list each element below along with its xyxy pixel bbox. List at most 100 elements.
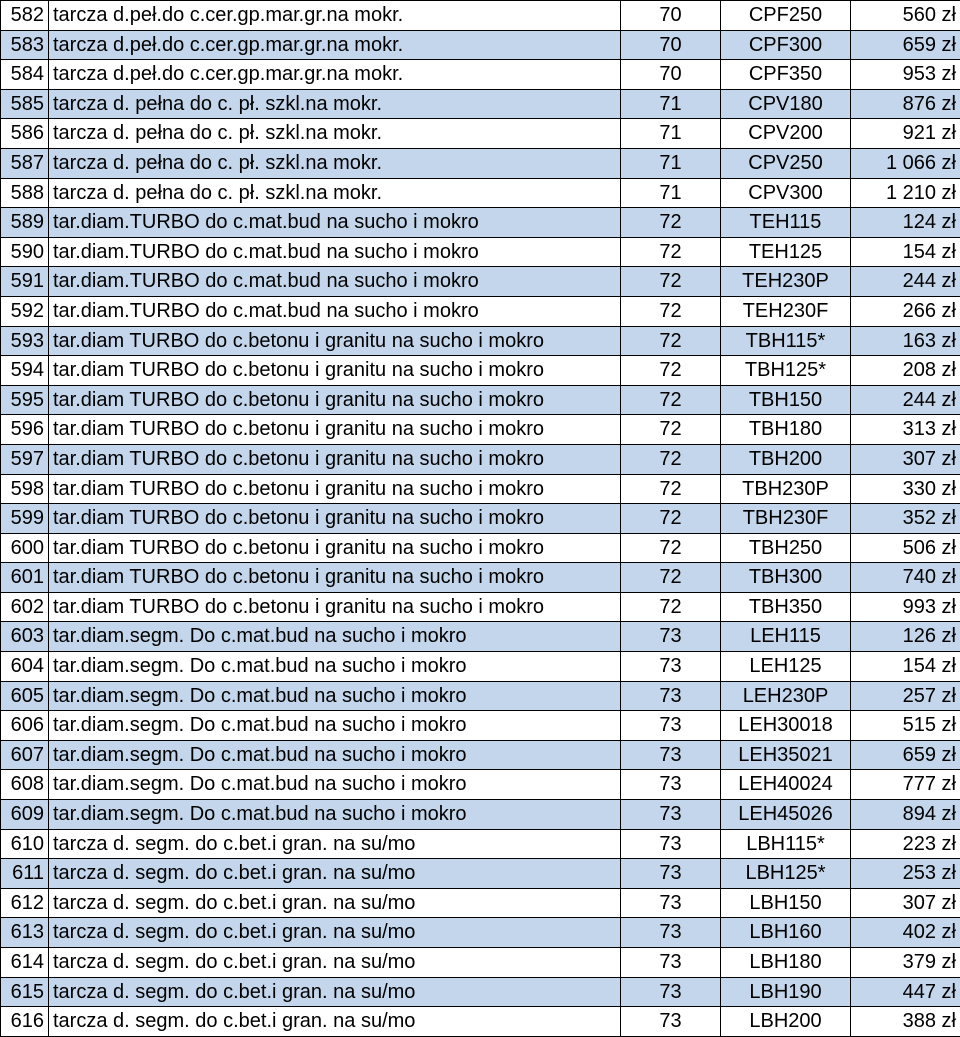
cell-code1: 71 [621, 89, 721, 119]
cell-price: 876 zł [851, 89, 960, 119]
cell-desc: tarcza d. pełna do c. pł. szkl.na mokr. [49, 148, 621, 178]
cell-code2: LEH115 [721, 622, 851, 652]
cell-desc: tarcza d. segm. do c.bet.i gran. na su/m… [49, 977, 621, 1007]
cell-num: 599 [1, 504, 49, 534]
cell-desc: tar.diam TURBO do c.betonu i granitu na … [49, 563, 621, 593]
cell-code1: 73 [621, 652, 721, 682]
cell-code1: 73 [621, 681, 721, 711]
table-row: 598tar.diam TURBO do c.betonu i granitu … [1, 474, 960, 504]
cell-code2: TBH250 [721, 533, 851, 563]
cell-desc: tarcza d. segm. do c.bet.i gran. na su/m… [49, 859, 621, 889]
cell-desc: tar.diam TURBO do c.betonu i granitu na … [49, 444, 621, 474]
cell-desc: tar.diam.TURBO do c.mat.bud na sucho i m… [49, 267, 621, 297]
cell-code1: 73 [621, 740, 721, 770]
cell-price: 244 zł [851, 385, 960, 415]
cell-price: 1 210 zł [851, 178, 960, 208]
cell-code2: LEH230P [721, 681, 851, 711]
cell-code2: TEH230P [721, 267, 851, 297]
cell-num: 600 [1, 533, 49, 563]
cell-price: 313 zł [851, 415, 960, 445]
cell-num: 605 [1, 681, 49, 711]
cell-num: 608 [1, 770, 49, 800]
cell-num: 582 [1, 1, 49, 31]
cell-price: 257 zł [851, 681, 960, 711]
cell-code1: 72 [621, 385, 721, 415]
table-row: 600tar.diam TURBO do c.betonu i granitu … [1, 533, 960, 563]
cell-price: 379 zł [851, 948, 960, 978]
table-row: 592tar.diam.TURBO do c.mat.bud na sucho … [1, 296, 960, 326]
cell-price: 208 zł [851, 356, 960, 386]
cell-code2: LEH45026 [721, 800, 851, 830]
cell-price: 163 zł [851, 326, 960, 356]
table-row: 594tar.diam TURBO do c.betonu i granitu … [1, 356, 960, 386]
cell-price: 388 zł [851, 1007, 960, 1037]
cell-code2: CPV300 [721, 178, 851, 208]
cell-desc: tar.diam.segm. Do c.mat.bud na sucho i m… [49, 770, 621, 800]
cell-num: 604 [1, 652, 49, 682]
cell-code2: TBH230P [721, 474, 851, 504]
table-row: 584tarcza d.peł.do c.cer.gp.mar.gr.na mo… [1, 60, 960, 90]
table-row: 588tarcza d. pełna do c. pł. szkl.na mok… [1, 178, 960, 208]
cell-num: 606 [1, 711, 49, 741]
cell-code1: 70 [621, 1, 721, 31]
cell-code1: 72 [621, 563, 721, 593]
cell-code2: TEH125 [721, 237, 851, 267]
cell-desc: tarcza d. segm. do c.bet.i gran. na su/m… [49, 888, 621, 918]
cell-code2: TEH230F [721, 296, 851, 326]
cell-desc: tarcza d. pełna do c. pł. szkl.na mokr. [49, 119, 621, 149]
cell-num: 616 [1, 1007, 49, 1037]
cell-code2: TBH230F [721, 504, 851, 534]
cell-num: 601 [1, 563, 49, 593]
cell-price: 993 zł [851, 592, 960, 622]
cell-desc: tarcza d. segm. do c.bet.i gran. na su/m… [49, 829, 621, 859]
cell-desc: tar.diam TURBO do c.betonu i granitu na … [49, 356, 621, 386]
table-row: 595tar.diam TURBO do c.betonu i granitu … [1, 385, 960, 415]
cell-desc: tar.diam TURBO do c.betonu i granitu na … [49, 415, 621, 445]
cell-num: 597 [1, 444, 49, 474]
cell-price: 126 zł [851, 622, 960, 652]
cell-code1: 72 [621, 533, 721, 563]
cell-code1: 73 [621, 770, 721, 800]
cell-num: 590 [1, 237, 49, 267]
cell-num: 585 [1, 89, 49, 119]
cell-code2: CPV250 [721, 148, 851, 178]
cell-code2: CPF300 [721, 30, 851, 60]
table-row: 616tarcza d. segm. do c.bet.i gran. na s… [1, 1007, 960, 1037]
cell-code2: CPV180 [721, 89, 851, 119]
cell-price: 244 zł [851, 267, 960, 297]
table-row: 609tar.diam.segm. Do c.mat.bud na sucho … [1, 800, 960, 830]
cell-num: 602 [1, 592, 49, 622]
cell-desc: tar.diam TURBO do c.betonu i granitu na … [49, 504, 621, 534]
table-body: 582tarcza d.peł.do c.cer.gp.mar.gr.na mo… [1, 1, 960, 1037]
cell-code2: TBH115* [721, 326, 851, 356]
cell-code2: LEH35021 [721, 740, 851, 770]
cell-code1: 70 [621, 60, 721, 90]
cell-desc: tar.diam.TURBO do c.mat.bud na sucho i m… [49, 237, 621, 267]
table-row: 614tarcza d. segm. do c.bet.i gran. na s… [1, 948, 960, 978]
cell-price: 953 zł [851, 60, 960, 90]
cell-code1: 73 [621, 622, 721, 652]
cell-price: 307 zł [851, 444, 960, 474]
cell-num: 588 [1, 178, 49, 208]
table-row: 586tarcza d. pełna do c. pł. szkl.na mok… [1, 119, 960, 149]
cell-code1: 70 [621, 30, 721, 60]
cell-price: 154 zł [851, 652, 960, 682]
cell-desc: tar.diam TURBO do c.betonu i granitu na … [49, 592, 621, 622]
table-row: 601tar.diam TURBO do c.betonu i granitu … [1, 563, 960, 593]
cell-num: 598 [1, 474, 49, 504]
table-row: 596tar.diam TURBO do c.betonu i granitu … [1, 415, 960, 445]
cell-code1: 73 [621, 829, 721, 859]
cell-price: 659 zł [851, 30, 960, 60]
cell-code1: 73 [621, 1007, 721, 1037]
cell-code2: TBH350 [721, 592, 851, 622]
cell-num: 593 [1, 326, 49, 356]
cell-price: 921 zł [851, 119, 960, 149]
cell-code2: CPF250 [721, 1, 851, 31]
cell-desc: tarcza d.peł.do c.cer.gp.mar.gr.na mokr. [49, 60, 621, 90]
table-row: 608tar.diam.segm. Do c.mat.bud na sucho … [1, 770, 960, 800]
cell-num: 612 [1, 888, 49, 918]
cell-code1: 71 [621, 119, 721, 149]
table-row: 583tarcza d.peł.do c.cer.gp.mar.gr.na mo… [1, 30, 960, 60]
cell-code1: 72 [621, 444, 721, 474]
cell-code1: 71 [621, 148, 721, 178]
